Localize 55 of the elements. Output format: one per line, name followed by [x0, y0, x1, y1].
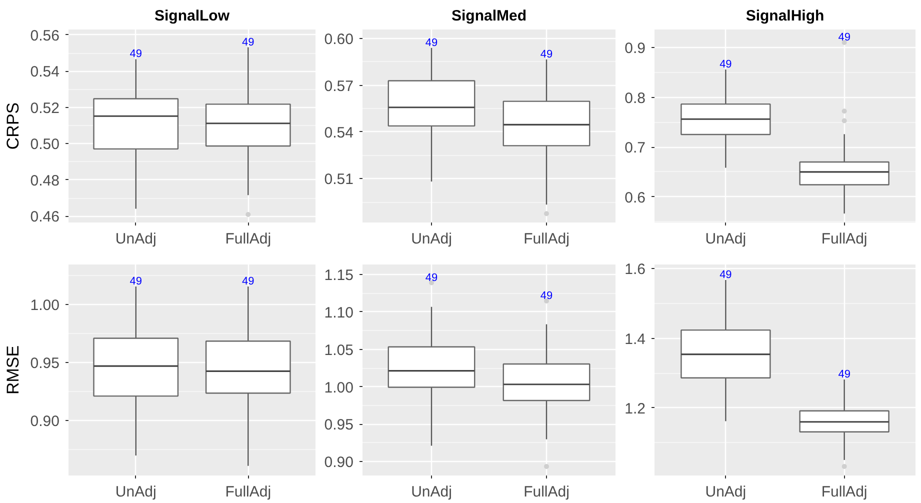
- y-tick-label: 0.54: [324, 124, 354, 142]
- chart-title: SignalMed: [451, 8, 527, 24]
- x-tick-label: UnAdj: [115, 484, 156, 500]
- y-tick-label: 0.95: [30, 354, 60, 372]
- y-tick-label: 0.54: [30, 64, 60, 81]
- annotation: 49: [425, 272, 438, 284]
- annotation: 49: [242, 275, 254, 288]
- annotation: 49: [130, 48, 142, 60]
- y-tick-label: 0.56: [30, 27, 60, 44]
- y-tick-label: 0.6: [624, 189, 646, 206]
- y-tick-label: 0.50: [30, 136, 60, 154]
- y-tick-label: 1.00: [324, 379, 354, 396]
- x-tick-label: FullAdj: [821, 484, 868, 500]
- x-tick-label: UnAdj: [705, 230, 746, 248]
- y-tick-label: 0.52: [30, 100, 60, 117]
- y-tick-label: 1.4: [624, 330, 646, 348]
- y-tick-label: 0.95: [324, 416, 354, 434]
- chart-title: SignalHigh: [746, 8, 824, 24]
- x-tick-label: FullAdj: [225, 484, 272, 500]
- y-tick-label: 0.90: [324, 454, 354, 472]
- x-tick-label: FullAdj: [225, 230, 272, 248]
- x-tick-label: FullAdj: [524, 230, 570, 248]
- y-tick-label: 1.6: [624, 261, 646, 278]
- y-tick-label: 0.46: [30, 208, 60, 226]
- x-tick-label: UnAdj: [411, 230, 452, 248]
- y-tick-label: 1.2: [624, 400, 646, 418]
- y-tick-label: 1.15: [324, 267, 354, 284]
- annotation: 49: [540, 48, 553, 60]
- x-tick-label: UnAdj: [705, 484, 746, 500]
- y-tick-label: 0.51: [324, 171, 354, 188]
- y-tick-label: 1.00: [30, 296, 60, 314]
- annotation: 49: [838, 368, 850, 381]
- y-tick-label: 0.9: [624, 40, 646, 57]
- y-tick-label: 1.10: [324, 304, 354, 322]
- y-axis-title: CRPS: [3, 102, 22, 150]
- annotation: 49: [242, 36, 254, 48]
- y-tick-label: 0.60: [324, 31, 354, 48]
- y-tick-label: 0.90: [30, 413, 60, 430]
- annotation: 49: [540, 290, 553, 302]
- y-tick-label: 0.57: [324, 78, 354, 95]
- annotation: 49: [720, 58, 732, 71]
- annotation: 49: [130, 275, 142, 288]
- annotation: 49: [425, 36, 438, 49]
- y-tick-label: 1.05: [324, 342, 354, 359]
- y-tick-label: 0.7: [624, 140, 646, 157]
- y-tick-label: 0.8: [624, 90, 646, 107]
- x-tick-label: UnAdj: [115, 230, 156, 248]
- annotation: 49: [720, 268, 732, 281]
- x-tick-label: FullAdj: [821, 230, 868, 248]
- x-tick-label: UnAdj: [411, 484, 452, 500]
- annotation: 49: [838, 31, 850, 44]
- chart-title: SignalLow: [154, 8, 230, 24]
- x-tick-label: FullAdj: [524, 484, 570, 500]
- y-axis-title: RMSE: [3, 345, 22, 395]
- y-tick-label: 0.48: [30, 172, 60, 190]
